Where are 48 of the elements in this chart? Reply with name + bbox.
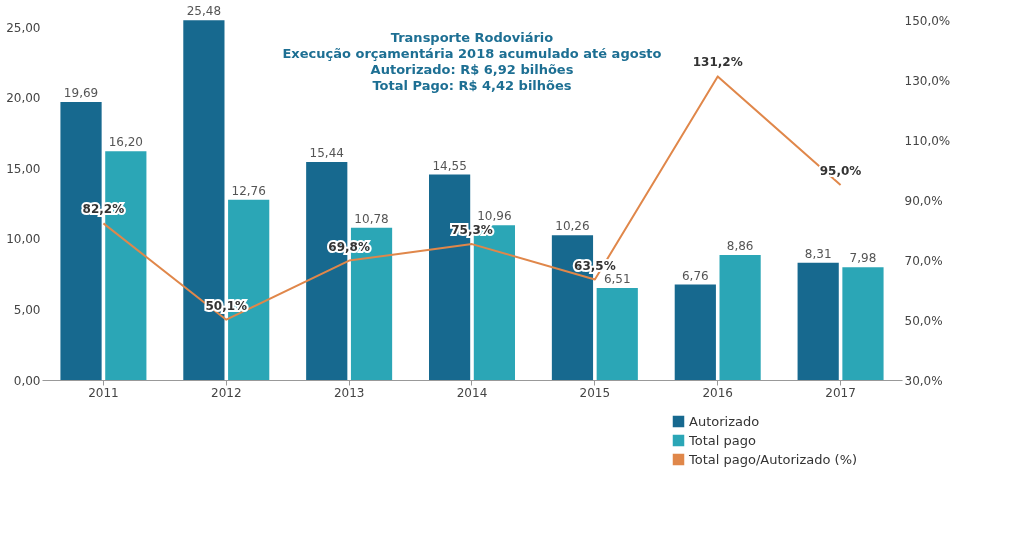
y2-tick-label: 150,0% xyxy=(904,13,951,28)
y-tick-label: 0,00 xyxy=(13,373,41,388)
data-label: 14,55 xyxy=(432,158,467,173)
y-tick-label: 20,00 xyxy=(6,91,41,106)
y-tick-label: 5,00 xyxy=(13,302,41,317)
y-tick-label: 25,00 xyxy=(6,20,41,35)
data-label: 131,2% xyxy=(692,55,743,70)
bar xyxy=(596,288,638,380)
legend-label: Autorizado xyxy=(689,413,760,429)
data-label: 10,78 xyxy=(354,211,389,226)
x-tick-label: 2016 xyxy=(702,385,733,400)
data-label: 10,26 xyxy=(555,219,590,234)
data-label: 8,86 xyxy=(726,238,754,253)
x-tick-label: 2017 xyxy=(825,385,856,400)
bar xyxy=(797,262,839,380)
x-tick-label: 2015 xyxy=(579,385,611,400)
data-label: 6,51 xyxy=(603,272,631,287)
y-tick-label: 15,00 xyxy=(6,161,41,176)
data-label: 15,44 xyxy=(309,146,344,161)
data-label: 8,31 xyxy=(804,246,832,261)
text: Transporte Rodoviário xyxy=(390,30,554,45)
bar xyxy=(674,284,716,380)
y-tick-label: 10,00 xyxy=(6,232,41,247)
y2-tick-label: 70,0% xyxy=(904,253,943,268)
legend-label: Total pago/Autorizado (%) xyxy=(688,451,858,467)
data-label: 25,48 xyxy=(186,4,222,19)
data-label: 10,96 xyxy=(477,209,512,224)
bar xyxy=(842,267,884,380)
y2-tick-label: 90,0% xyxy=(904,193,943,208)
annotation: Execução orçamentária 2018 acumulado até agosto xyxy=(282,46,662,61)
bar xyxy=(719,254,761,380)
y2-tick-label: 110,0% xyxy=(904,133,951,148)
annotation: Total Pago: R$ 4,42 bilhões xyxy=(372,78,572,93)
y2-tick-label: 30,0% xyxy=(904,373,943,388)
legend-label: Total pago xyxy=(688,432,756,448)
x-tick-label: 2013 xyxy=(333,385,365,400)
x-tick-label: 2011 xyxy=(88,385,119,400)
y2-tick-label: 50,0% xyxy=(904,313,943,328)
x-tick-label: 2012 xyxy=(211,385,242,400)
data-label: 6,76 xyxy=(681,268,709,283)
data-label: 16,20 xyxy=(108,135,143,150)
annotation: Autorizado: R$ 6,92 bilhões xyxy=(370,62,574,77)
data-label: 19,69 xyxy=(63,86,99,101)
data-label: 12,76 xyxy=(231,183,266,198)
x-tick-label: 2014 xyxy=(456,385,488,400)
y2-tick-label: 130,0% xyxy=(904,73,951,88)
data-label: 63,5% xyxy=(574,258,616,273)
data-label: 7,98 xyxy=(849,251,877,266)
